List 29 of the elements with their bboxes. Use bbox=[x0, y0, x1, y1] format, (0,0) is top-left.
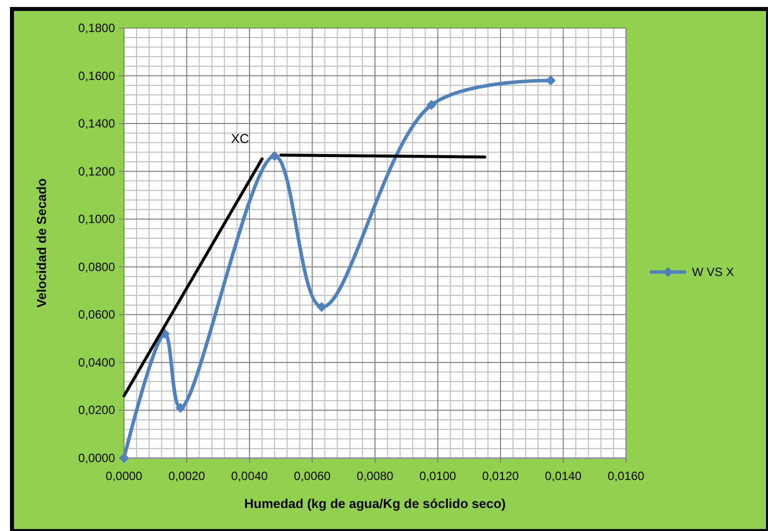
point bbox=[270, 151, 280, 162]
legend-label: W VS X bbox=[692, 265, 734, 279]
y-tick-label: 0,1000 bbox=[78, 212, 116, 226]
x-tick-label: 0,0000 bbox=[106, 469, 143, 483]
x-tick-label: 0,0120 bbox=[482, 469, 520, 483]
y-tick-label: 0,1200 bbox=[78, 164, 116, 178]
point bbox=[316, 302, 327, 312]
point bbox=[426, 100, 436, 110]
x-tick-label: 0,0080 bbox=[356, 469, 394, 483]
y-tick-label: 0,1600 bbox=[78, 68, 116, 83]
point bbox=[119, 453, 129, 463]
y-tick-label: 0,0800 bbox=[78, 260, 116, 274]
x-tick-label: 0,0140 bbox=[544, 469, 582, 483]
x-tick-label: 0,0160 bbox=[608, 469, 645, 483]
y-tick-label: 0,1800 bbox=[78, 21, 116, 35]
point bbox=[175, 402, 186, 413]
point bbox=[546, 76, 556, 86]
y-tick-label: 0,0400 bbox=[78, 355, 116, 370]
annotation: XC bbox=[231, 130, 250, 146]
x-tick-label: 0,0100 bbox=[419, 469, 456, 483]
y-tick-label: 0,1400 bbox=[78, 116, 116, 131]
x-tick-label: 0,0060 bbox=[294, 469, 331, 483]
y-tick-label: 0,0000 bbox=[78, 451, 116, 465]
y-tick-label: 0,0600 bbox=[78, 308, 116, 322]
y-axis-title: Velocidad de Secado bbox=[34, 178, 49, 308]
y-tick-label: 0,0200 bbox=[78, 403, 116, 418]
x-tick-label: 0,0040 bbox=[231, 469, 268, 483]
x-axis-title: Humedad (kg de agua/Kg de sóclido seco) bbox=[244, 496, 506, 511]
x-tick-label: 0,0020 bbox=[168, 469, 206, 483]
